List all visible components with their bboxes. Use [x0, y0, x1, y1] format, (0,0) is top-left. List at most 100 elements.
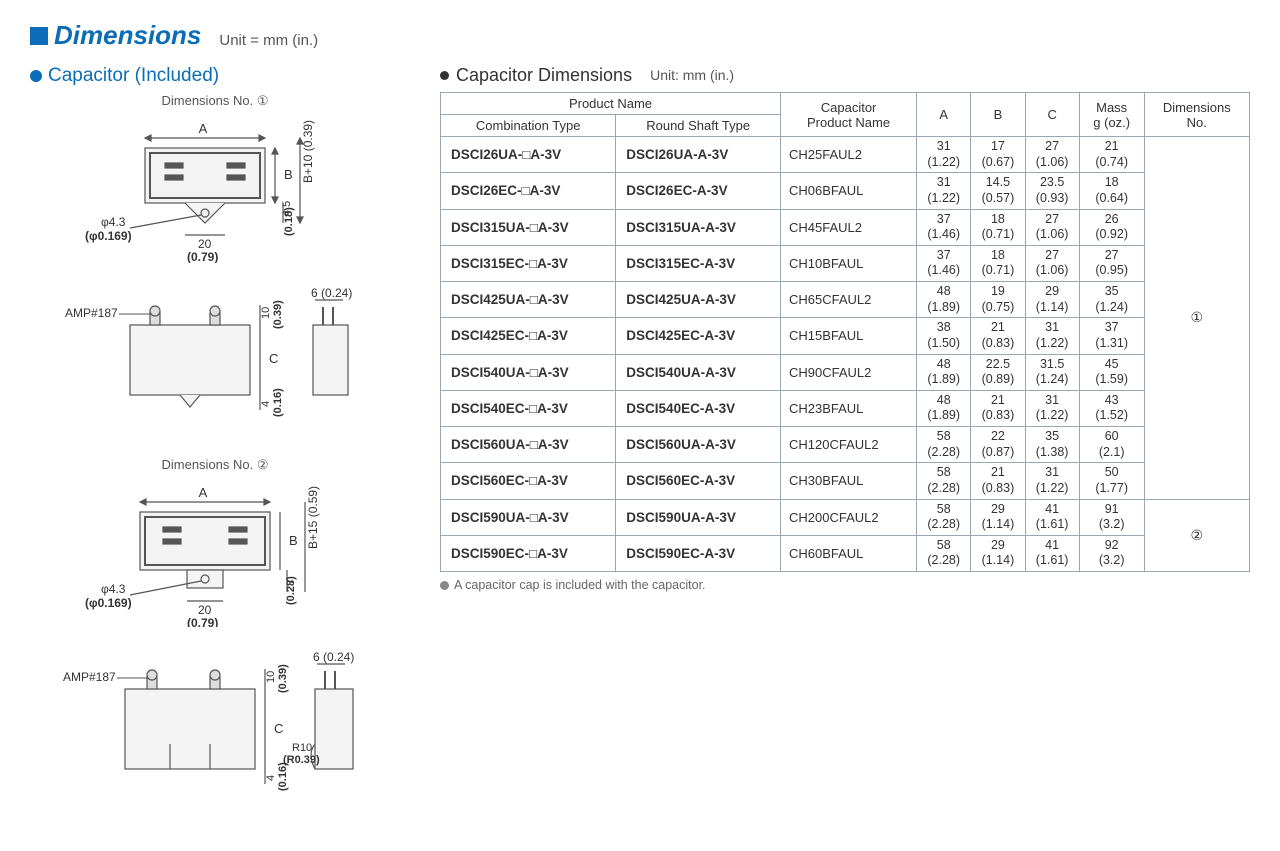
round-cell: DSCI26UA-A-3V: [616, 137, 781, 173]
svg-text:AMP#187: AMP#187: [63, 670, 116, 684]
svg-text:A: A: [199, 121, 208, 136]
svg-text:(R0.39): (R0.39): [283, 754, 320, 766]
round-cell: DSCI315UA-A-3V: [616, 209, 781, 245]
round-cell: DSCI425EC-A-3V: [616, 318, 781, 354]
svg-text:φ4.3: φ4.3: [101, 582, 126, 596]
th-B: B: [971, 93, 1025, 137]
svg-text:AMP#187: AMP#187: [65, 306, 118, 320]
svg-text:6 (0.24): 6 (0.24): [313, 650, 354, 664]
diagram-2-title: Dimensions No. ②: [30, 457, 400, 473]
cap-cell: CH23BFAUL: [780, 390, 916, 426]
combo-cell: DSCI425UA-□A-3V: [441, 282, 616, 318]
svg-text:C: C: [269, 351, 278, 366]
cap-cell: CH120CFAUL2: [780, 427, 916, 463]
dim-cell: 27(1.06): [1025, 209, 1079, 245]
dim-cell: 48(1.89): [917, 390, 971, 426]
dim-no-cell: ②: [1144, 499, 1249, 572]
svg-text:(0.39): (0.39): [272, 300, 284, 329]
cap-cell: CH10BFAUL: [780, 245, 916, 281]
table-row: DSCI425UA-□A-3VDSCI425UA-A-3VCH65CFAUL24…: [441, 282, 1250, 318]
dot-bullet-icon: [30, 70, 42, 82]
combo-cell: DSCI425EC-□A-3V: [441, 318, 616, 354]
dim-cell: 14.5(0.57): [971, 173, 1025, 209]
dim-cell: 29(1.14): [1025, 282, 1079, 318]
dim-cell: 43(1.52): [1079, 390, 1144, 426]
table-row: DSCI26UA-□A-3VDSCI26UA-A-3VCH25FAUL231(1…: [441, 137, 1250, 173]
svg-text:A: A: [199, 485, 208, 500]
dim-cell: 31(1.22): [917, 137, 971, 173]
cap-cell: CH65CFAUL2: [780, 282, 916, 318]
cap-cell: CH200CFAUL2: [780, 499, 916, 535]
svg-text:φ4.3: φ4.3: [101, 215, 126, 229]
dim-cell: 19(0.75): [971, 282, 1025, 318]
diagram-1-front-side: AMP#187 10 (0.39) C 4 (0.16) 6 (0.24): [30, 285, 400, 435]
cap-cell: CH90CFAUL2: [780, 354, 916, 390]
dim-cell: 37(1.31): [1079, 318, 1144, 354]
combo-cell: DSCI26EC-□A-3V: [441, 173, 616, 209]
cap-cell: CH30BFAUL: [780, 463, 916, 499]
capacitor-diagram-2a: A B B+15 (0.59) 7 (0.28) φ4.3 (φ0.169) 2…: [65, 477, 365, 627]
combo-cell: DSCI540UA-□A-3V: [441, 354, 616, 390]
dim-cell: 37(1.46): [917, 209, 971, 245]
dim-cell: 37(1.46): [917, 245, 971, 281]
dim-cell: 91(3.2): [1079, 499, 1144, 535]
cap-cell: CH06BFAUL: [780, 173, 916, 209]
table-row: DSCI315UA-□A-3VDSCI315UA-A-3VCH45FAUL237…: [441, 209, 1250, 245]
dim-no-cell: ①: [1144, 137, 1249, 500]
table-unit: Unit: mm (in.): [650, 67, 734, 83]
svg-text:(φ0.169): (φ0.169): [85, 596, 132, 610]
dim-cell: 26(0.92): [1079, 209, 1144, 245]
unit-label: Unit = mm (in.): [219, 32, 318, 49]
dim-cell: 35(1.38): [1025, 427, 1079, 463]
dim-cell: 58(2.28): [917, 499, 971, 535]
dim-cell: 18(0.71): [971, 209, 1025, 245]
dim-cell: 58(2.28): [917, 427, 971, 463]
dim-cell: 18(0.71): [971, 245, 1025, 281]
th-product-name: Product Name: [441, 93, 781, 115]
dim-cell: 31(1.22): [1025, 390, 1079, 426]
combo-cell: DSCI315EC-□A-3V: [441, 245, 616, 281]
capacitor-diagram-2b: AMP#187 10 (0.39) C 4 (0.16) 6 (0.24) R1…: [55, 649, 375, 809]
dim-cell: 31(1.22): [917, 173, 971, 209]
right-column: Capacitor Dimensions Unit: mm (in.) Prod…: [440, 65, 1250, 592]
dim-cell: 17(0.67): [971, 137, 1025, 173]
svg-text:B+15 (0.59): B+15 (0.59): [306, 486, 320, 549]
dim-cell: 21(0.74): [1079, 137, 1144, 173]
cap-cell: CH60BFAUL: [780, 535, 916, 571]
combo-cell: DSCI540EC-□A-3V: [441, 390, 616, 426]
table-row: DSCI425EC-□A-3VDSCI425EC-A-3VCH15BFAUL38…: [441, 318, 1250, 354]
table-row: DSCI560EC-□A-3VDSCI560EC-A-3VCH30BFAUL58…: [441, 463, 1250, 499]
combo-cell: DSCI590EC-□A-3V: [441, 535, 616, 571]
round-cell: DSCI425UA-A-3V: [616, 282, 781, 318]
dim-cell: 21(0.83): [971, 390, 1025, 426]
diagram-2-front-side: AMP#187 10 (0.39) C 4 (0.16) 6 (0.24) R1…: [30, 649, 400, 809]
table-row: DSCI590UA-□A-3VDSCI590UA-A-3VCH200CFAUL2…: [441, 499, 1250, 535]
svg-text:4: 4: [260, 401, 272, 407]
table-row: DSCI315EC-□A-3VDSCI315EC-A-3VCH10BFAUL37…: [441, 245, 1250, 281]
svg-text:(0.16): (0.16): [277, 762, 289, 791]
dim-cell: 58(2.28): [917, 463, 971, 499]
combo-cell: DSCI560UA-□A-3V: [441, 427, 616, 463]
svg-text:10: 10: [260, 307, 272, 319]
svg-text:C: C: [274, 721, 283, 736]
svg-text:(0.39): (0.39): [277, 664, 289, 693]
svg-text:R10: R10: [292, 742, 312, 754]
th-round: Round Shaft Type: [616, 115, 781, 137]
combo-cell: DSCI315UA-□A-3V: [441, 209, 616, 245]
dim-cell: 27(1.06): [1025, 137, 1079, 173]
svg-text:20: 20: [198, 603, 212, 617]
dim-cell: 45(1.59): [1079, 354, 1144, 390]
dim-cell: 35(1.24): [1079, 282, 1144, 318]
th-combo: Combination Type: [441, 115, 616, 137]
dim-cell: 48(1.89): [917, 282, 971, 318]
dim-cell: 50(1.77): [1079, 463, 1144, 499]
black-dot-icon: [440, 71, 449, 80]
svg-text:(0.28): (0.28): [285, 576, 297, 605]
page-header: Dimensions Unit = mm (in.): [30, 20, 1250, 51]
th-dim-no: Dimensions No.: [1144, 93, 1249, 137]
diagram-1-top: Dimensions No. ①: [30, 93, 400, 263]
dim-cell: 22.5(0.89): [971, 354, 1025, 390]
th-A: A: [917, 93, 971, 137]
dim-cell: 21(0.83): [971, 463, 1025, 499]
dim-cell: 31(1.22): [1025, 463, 1079, 499]
